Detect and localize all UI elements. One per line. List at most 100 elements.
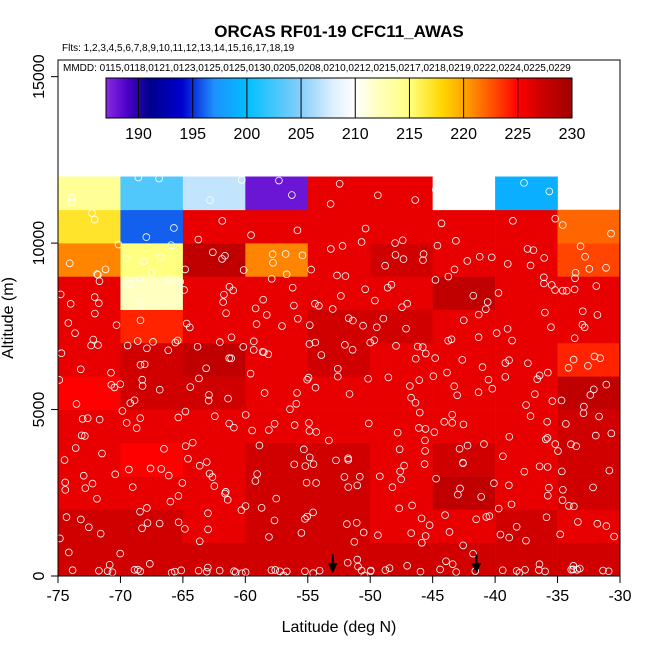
y-tick-label: 5000	[31, 392, 48, 428]
heatmap-cell	[370, 376, 433, 410]
x-tick-label: -30	[608, 588, 631, 605]
x-axis-label: Latitude (deg N)	[282, 619, 397, 636]
sample-point	[569, 562, 578, 570]
sample-point	[551, 214, 560, 223]
heatmap-cell	[120, 442, 184, 477]
heatmap-cell	[557, 476, 620, 510]
heatmap-cell	[557, 542, 620, 576]
heatmap-cell	[432, 409, 496, 444]
sample-point	[526, 261, 535, 270]
sample-point	[399, 255, 408, 263]
sample-point	[218, 217, 227, 225]
sample-point	[332, 456, 340, 465]
sample-point	[225, 419, 233, 428]
sample-point	[391, 251, 400, 259]
sample-point	[227, 333, 236, 342]
sample-point	[605, 466, 614, 475]
sample-point	[341, 272, 350, 280]
sample-point	[202, 458, 211, 466]
sample-point	[126, 399, 135, 407]
sample-point	[155, 174, 163, 183]
sample-point	[181, 265, 189, 274]
sample-point	[411, 354, 420, 363]
sample-point	[259, 295, 267, 304]
sample-point	[562, 286, 571, 295]
sample-point	[293, 389, 301, 397]
sample-point	[578, 320, 587, 329]
sample-point	[558, 286, 567, 295]
sample-point	[326, 200, 335, 208]
sample-point	[305, 453, 314, 462]
sample-point	[452, 237, 460, 245]
sample-point	[392, 342, 400, 350]
sample-point	[541, 567, 549, 576]
sample-point	[407, 393, 415, 402]
sample-point	[558, 467, 566, 476]
sample-point	[64, 319, 73, 327]
sample-point	[303, 512, 312, 521]
sample-point	[520, 179, 528, 187]
heatmap-cell	[120, 542, 184, 576]
sample-point	[436, 565, 444, 574]
sample-point	[503, 325, 512, 333]
sample-point	[440, 418, 449, 426]
sample-point	[505, 533, 513, 542]
sample-point	[478, 363, 487, 371]
sample-point	[388, 483, 397, 492]
sample-point	[357, 566, 366, 575]
sample-point	[512, 522, 521, 531]
sample-point	[290, 301, 298, 310]
heatmap-cell	[432, 476, 496, 510]
sample-point	[543, 491, 552, 500]
sample-point	[535, 371, 544, 380]
heatmap-cell	[307, 409, 371, 444]
sample-point	[61, 478, 69, 487]
colorbar-tick-label: 205	[288, 126, 315, 143]
sample-point	[220, 290, 228, 299]
sample-point	[448, 560, 457, 568]
heatmap-cell	[120, 309, 184, 344]
sample-point	[188, 438, 197, 447]
heatmap-cell	[58, 542, 121, 576]
sample-point	[398, 303, 406, 311]
sample-point	[171, 338, 180, 347]
sample-point	[590, 352, 599, 361]
sample-point	[556, 530, 564, 539]
sample-point	[433, 241, 442, 250]
sample-point	[204, 509, 212, 518]
arrow-markers	[327, 554, 482, 574]
sample-point	[122, 419, 131, 427]
flights-line: Flts: 1,2,3,4,5,6,7,8,9,10,11,12,13,14,1…	[62, 43, 295, 54]
sample-point	[353, 481, 362, 490]
sample-point	[469, 549, 477, 558]
colorbar-gradient	[105, 77, 573, 119]
sample-point	[450, 265, 459, 274]
sample-point	[89, 335, 98, 344]
sample-point	[0, 242, 3, 249]
sample-point	[408, 501, 416, 510]
sample-point	[445, 528, 454, 536]
sample-point	[430, 428, 439, 436]
sample-point	[592, 282, 601, 290]
heatmap-cell	[307, 209, 371, 244]
sample-point	[93, 270, 101, 278]
sample-point	[176, 277, 185, 286]
sample-point	[554, 447, 562, 455]
sample-point	[361, 224, 370, 233]
sample-point	[333, 365, 342, 373]
sample-point	[490, 479, 498, 487]
sample-point	[103, 567, 112, 575]
sample-point	[596, 354, 604, 362]
sample-point	[395, 504, 404, 513]
sample-point	[224, 394, 232, 403]
sample-point	[571, 268, 580, 277]
sample-point	[508, 336, 516, 345]
sample-point	[475, 252, 484, 261]
heatmap-cell	[182, 243, 246, 277]
sample-point	[303, 375, 311, 384]
colorbar-tick-label: 230	[559, 126, 586, 143]
sample-point	[267, 566, 276, 574]
sample-point	[383, 283, 392, 292]
sample-point	[381, 261, 389, 270]
sample-point	[559, 485, 567, 494]
